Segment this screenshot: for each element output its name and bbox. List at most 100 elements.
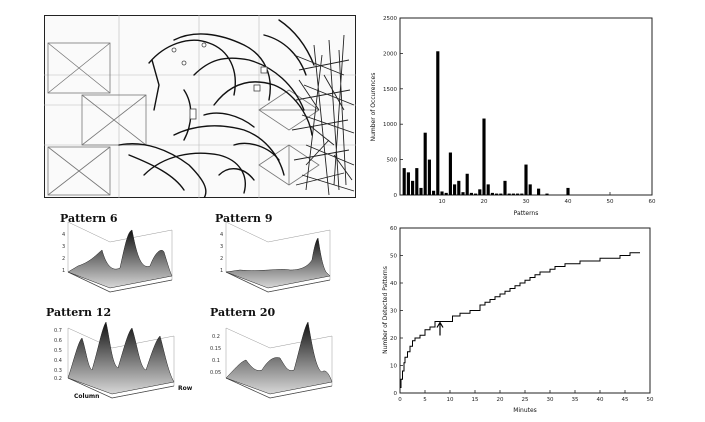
bar (495, 193, 499, 195)
bar (469, 192, 473, 195)
bar-xlabel: Patterns (514, 210, 539, 217)
line-ytick-label: 50 (390, 254, 397, 260)
map-panel (44, 15, 356, 199)
line-xtick-label: 45 (622, 397, 629, 403)
bar (528, 184, 532, 195)
svg-text:0.4: 0.4 (54, 358, 62, 364)
surface-title-pattern-6: Pattern 6 (60, 212, 118, 225)
svg-text:2: 2 (220, 256, 223, 262)
bar (499, 193, 503, 195)
svg-text:0.15: 0.15 (210, 346, 221, 352)
line-xlabel: Minutes (513, 407, 537, 414)
bar (465, 173, 469, 195)
line-ytick-label: 30 (390, 309, 397, 315)
line-chart-panel: 0 10 20 30 40 50 60 0 5 10 15 20 25 30 35 40 45 50 Minute… (380, 222, 670, 418)
bar-xtick-label: 40 (565, 199, 572, 205)
bar (520, 193, 524, 195)
svg-text:0.2: 0.2 (212, 334, 220, 340)
bar-xtick-label: 60 (649, 199, 656, 205)
svg-text:1: 1 (62, 268, 65, 274)
bar (511, 193, 515, 195)
bar-ytick-label: 1500 (383, 87, 397, 93)
bar (411, 180, 415, 195)
bar (432, 190, 436, 195)
svg-text:4: 4 (62, 232, 65, 238)
bar-ytick-label: 2500 (383, 16, 397, 22)
bar (457, 180, 461, 195)
svg-text:0.3: 0.3 (54, 368, 62, 374)
bar (478, 189, 482, 195)
svg-text:0.5: 0.5 (54, 348, 62, 354)
bar (436, 51, 440, 195)
bar-chart-panel: 0 500 1000 1500 2000 2500 10 20 30 40 50 60 Pattern… (368, 10, 668, 218)
bar (545, 193, 549, 195)
bar (486, 184, 490, 195)
svg-text:3: 3 (62, 244, 65, 250)
trajectories (118, 19, 315, 199)
line-xtick-label: 10 (447, 397, 454, 403)
bar (461, 192, 465, 195)
bar (537, 188, 541, 195)
line-xtick-label: 50 (647, 397, 654, 403)
surface-pattern-12: 0.7 0.6 0.5 0.4 0.3 0.2 Column Row (54, 321, 193, 400)
bar (427, 159, 431, 195)
svg-text:3: 3 (220, 244, 223, 250)
bar (524, 164, 528, 195)
bar-chart: 0 500 1000 1500 2000 2500 10 20 30 40 50 60 Pattern… (370, 16, 656, 217)
surface-axis-column: Column (74, 393, 99, 400)
bar-xtick-label: 30 (523, 199, 530, 205)
line-xtick-label: 5 (423, 397, 427, 403)
line-xtick-label: 15 (472, 397, 479, 403)
line-plot-area (399, 227, 651, 394)
bar-ytick-label: 0 (394, 193, 398, 199)
svg-text:0.05: 0.05 (210, 370, 221, 376)
svg-text:0.2: 0.2 (54, 376, 62, 382)
surface-title-pattern-12: Pattern 12 (46, 306, 112, 319)
annotation-arrow (436, 321, 444, 336)
bar (406, 172, 410, 195)
bar (490, 192, 494, 195)
line-ytick-label: 0 (394, 391, 398, 397)
bar (566, 187, 570, 195)
line-xtick-label: 20 (497, 397, 504, 403)
bar (402, 168, 406, 195)
detected-patterns-line (400, 252, 640, 388)
svg-text:0.1: 0.1 (212, 358, 220, 364)
line-chart: 0 10 20 30 40 50 60 0 5 10 15 20 25 30 35 40 45 50 Minute… (382, 226, 654, 414)
map-markers (171, 42, 268, 120)
surface-plots-panel: Pattern 6 Pattern 9 Pattern 12 Pattern 2… (40, 210, 370, 410)
line-xtick-label: 40 (597, 397, 604, 403)
bar (516, 193, 520, 195)
map-illustration (44, 15, 356, 199)
surface-axis-row: Row (178, 385, 193, 392)
bar-xtick-label: 20 (481, 199, 488, 205)
bar (415, 168, 419, 195)
bar (448, 152, 452, 195)
surface-pattern-9: 4 3 2 1 (220, 221, 331, 293)
svg-text:0.6: 0.6 (54, 338, 62, 344)
dense-cluster (291, 34, 355, 196)
bar (440, 191, 444, 195)
bar (482, 118, 486, 195)
svg-text:1: 1 (220, 268, 223, 274)
bar-xtick-label: 10 (439, 199, 446, 205)
bar (503, 180, 507, 195)
room-boxes (47, 42, 320, 196)
line-xtick-label: 30 (547, 397, 554, 403)
surface-pattern-6: 4 3 2 1 (62, 221, 173, 293)
bar-xtick-label: 50 (607, 199, 614, 205)
svg-text:4: 4 (220, 232, 223, 238)
bar (507, 193, 511, 195)
line-ytick-label: 20 (390, 336, 397, 342)
surface-title-pattern-9: Pattern 9 (215, 212, 273, 225)
line-ytick-label: 40 (390, 281, 397, 287)
bar-ytick-label: 2000 (383, 51, 397, 57)
line-xtick-label: 0 (398, 397, 402, 403)
line-xtick-label: 25 (522, 397, 529, 403)
bar-ylabel: Number of Occurences (370, 73, 377, 142)
bar-ytick-label: 1000 (383, 122, 397, 128)
bar (444, 192, 448, 195)
svg-text:2: 2 (62, 256, 65, 262)
line-ylabel: Number of Detected Patterns (382, 266, 389, 354)
